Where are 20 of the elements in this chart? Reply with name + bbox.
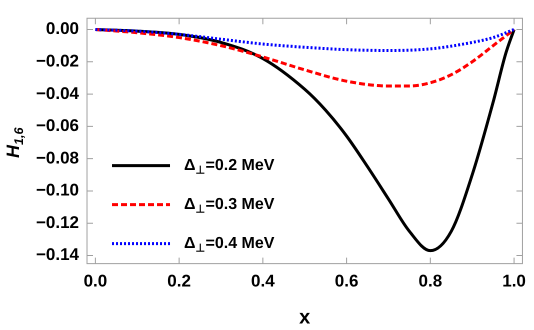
- y-tick-label: 0.00: [46, 19, 80, 38]
- x-tick-label: 1.0: [502, 271, 526, 290]
- y-tick-label: −0.04: [36, 84, 80, 103]
- x-axis-title: x: [299, 306, 310, 329]
- y-axis-title: H1,6: [2, 126, 26, 158]
- x-tick-label: 0.0: [84, 271, 108, 290]
- y-tick-label: −0.08: [36, 148, 80, 168]
- legend-label: Δ⊥=0.2 MeV: [184, 157, 275, 176]
- x-tick-label: 0.2: [167, 271, 191, 290]
- line-series: [94, 28, 516, 52]
- y-tick-label: −0.12: [36, 212, 80, 232]
- y-tick-label: −0.02: [36, 51, 80, 70]
- x-tick-label: 0.4: [251, 271, 276, 290]
- y-tick-label: −0.14: [36, 245, 80, 264]
- y-tick-label: −0.06: [36, 116, 80, 136]
- legend-label: Δ⊥=0.4 MeV: [184, 235, 275, 254]
- legend-label: Δ⊥=0.3 MeV: [184, 196, 275, 216]
- y-tick-label: −0.10: [36, 180, 80, 200]
- x-tick-label: 0.8: [418, 271, 442, 290]
- x-tick-label: 0.6: [334, 271, 358, 290]
